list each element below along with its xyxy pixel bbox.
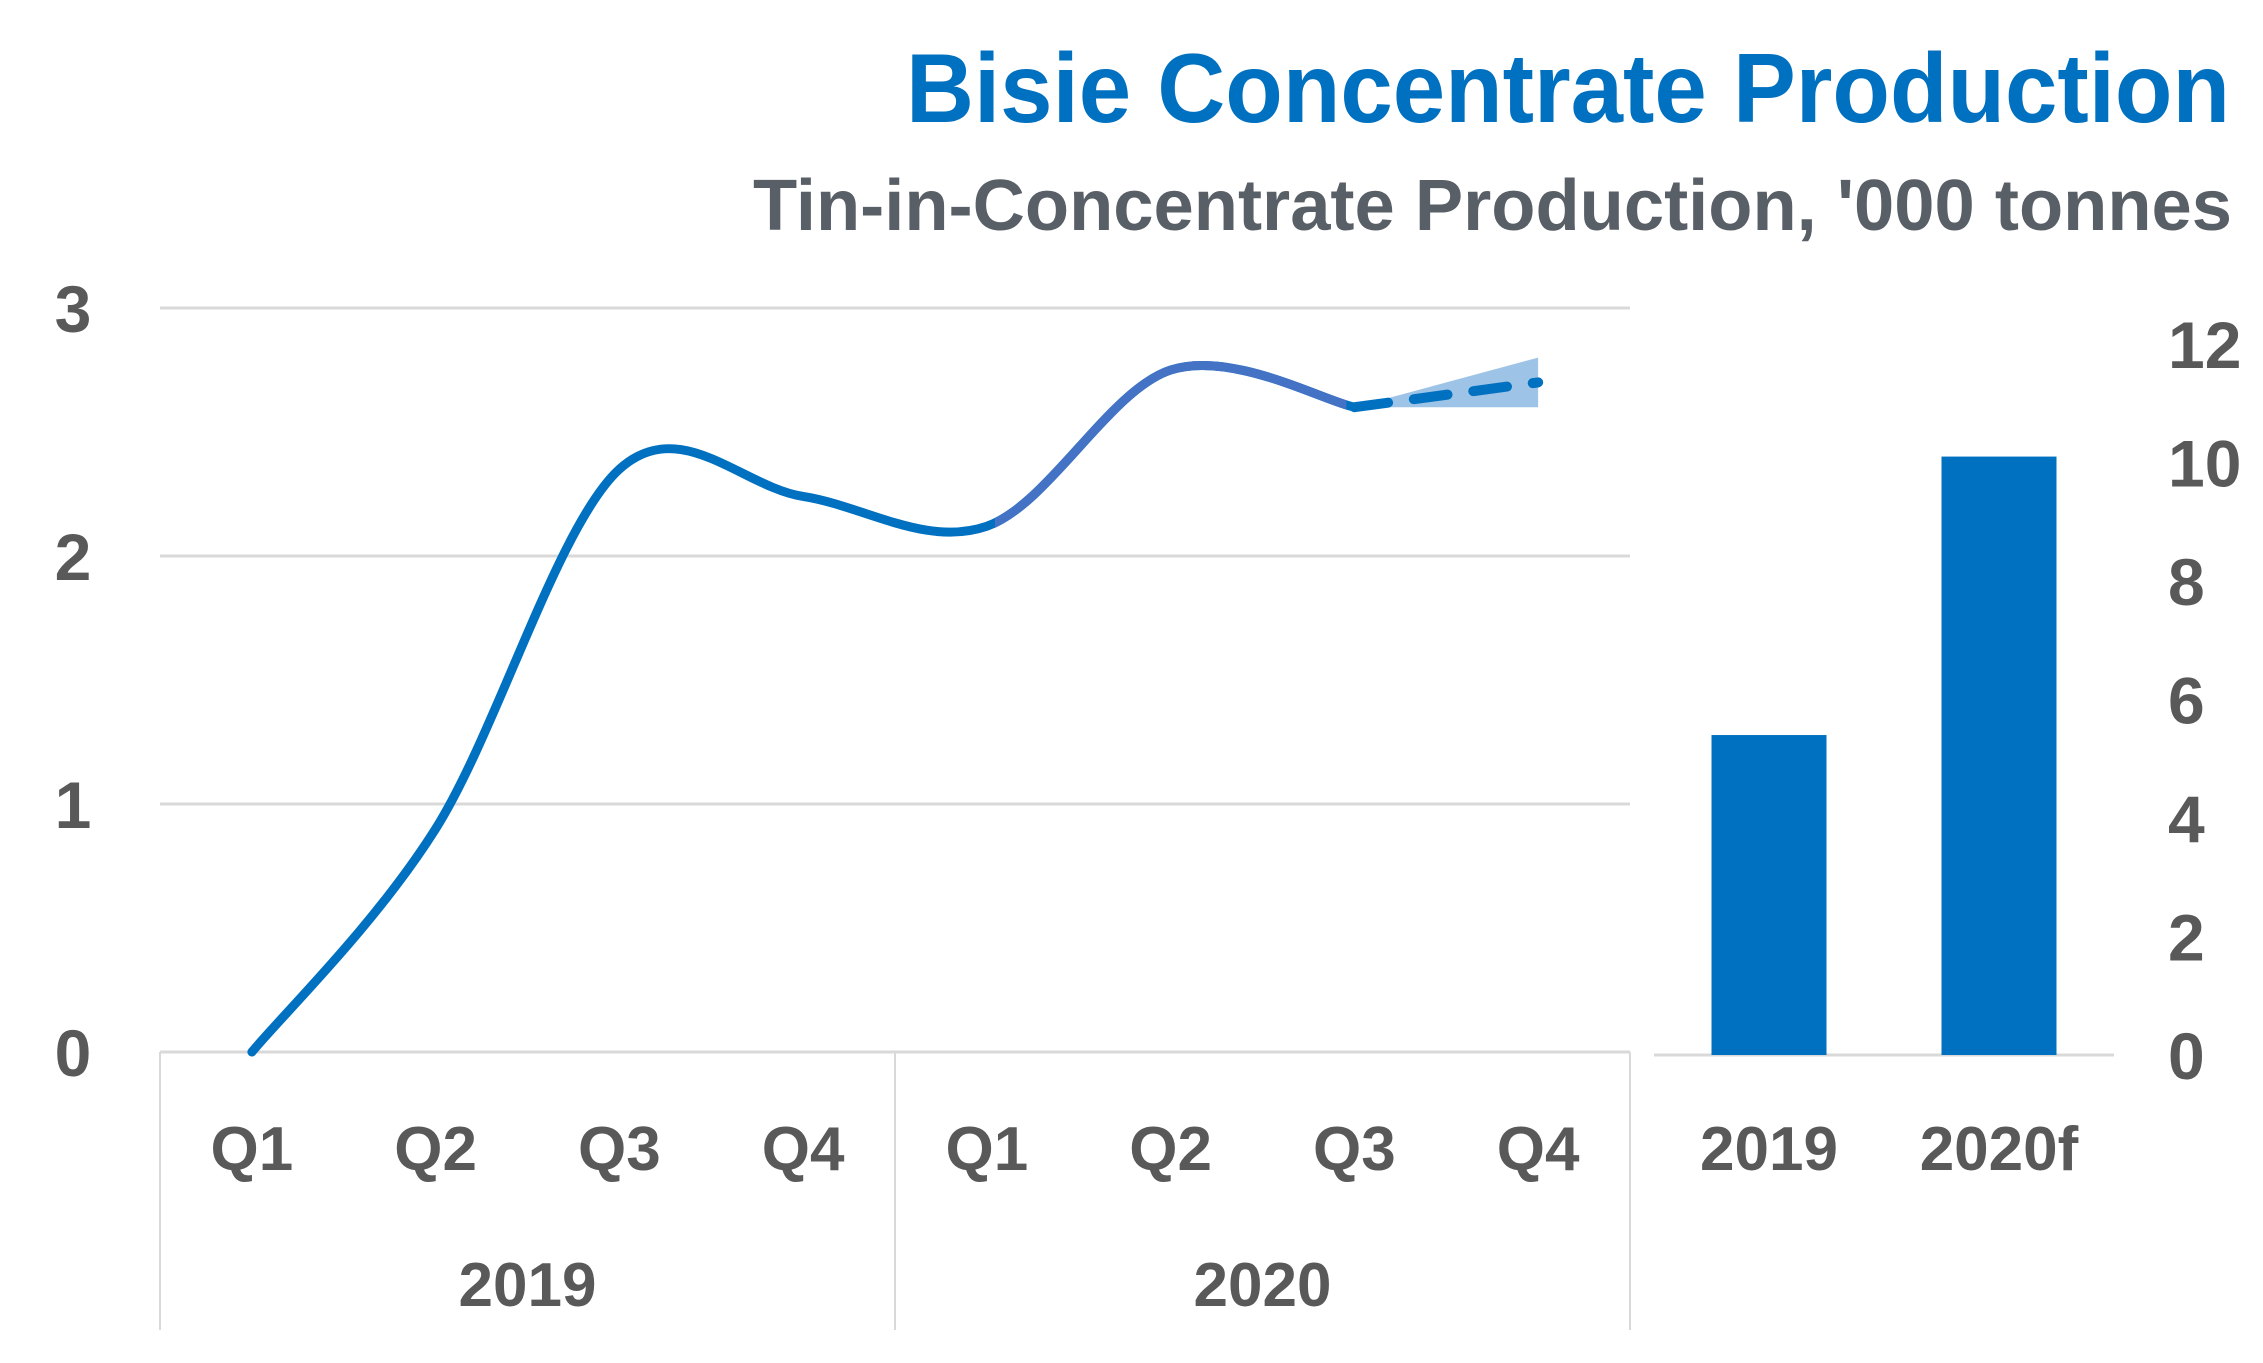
bar-y-tick-label: 12 [2168,308,2241,382]
actual-line-2020 [994,361,1347,528]
bar-y-tick-label: 0 [2168,1019,2205,1093]
line-chart-series [247,357,1544,1057]
line-chart-x-labels: Q1 Q2 Q3 Q4 Q1 Q2 Q3 Q4 2019 2020 [211,1115,1580,1320]
x-tick-label: Q3 [578,1115,661,1184]
bar-y-tick-label: 10 [2168,427,2241,501]
x-tick-label: Q4 [762,1115,845,1184]
bar-y-tick-label: 8 [2168,545,2205,619]
forecast-dashed-line [1349,377,1544,413]
x-group-label: 2020 [1194,1251,1332,1320]
x-tick-label: Q1 [946,1115,1029,1184]
y-tick-label: 2 [55,520,92,594]
bar-chart-x-labels: 2019 2020f [1700,1115,2079,1184]
bar-2019 [1711,735,1827,1055]
bar-2020f [1941,456,2057,1055]
chart-subtitle: Tin-in-Concentrate Production, '000 tonn… [753,166,2232,246]
line-chart-category-axis [159,1050,1631,1330]
line-chart-y-axis: 0 1 2 3 [55,272,92,1090]
y-tick-label: 3 [55,272,92,346]
bar-chart-y-axis: 0 2 4 6 8 10 12 [2168,308,2241,1093]
bar-y-tick-label: 2 [2168,901,2205,975]
y-tick-label: 0 [55,1016,92,1090]
y-tick-label: 1 [55,768,92,842]
forecast-range-area [1354,357,1539,408]
x-tick-label: Q2 [394,1115,477,1184]
x-tick-label: Q1 [211,1115,294,1184]
actual-line-2019 [247,361,1359,1057]
bar-chart-series [1711,456,2057,1055]
bar-y-tick-label: 4 [2168,782,2205,856]
bar-y-tick-label: 6 [2168,664,2205,738]
x-tick-label: Q4 [1497,1115,1580,1184]
line-chart-gridlines [160,306,1630,806]
bar-x-tick-label: 2020f [1920,1115,2079,1184]
x-tick-label: Q2 [1129,1115,1212,1184]
chart-title: Bisie Concentrate Production [906,33,2230,143]
x-group-label: 2019 [459,1251,597,1320]
bar-x-tick-label: 2019 [1700,1115,1838,1184]
x-tick-label: Q3 [1313,1115,1396,1184]
